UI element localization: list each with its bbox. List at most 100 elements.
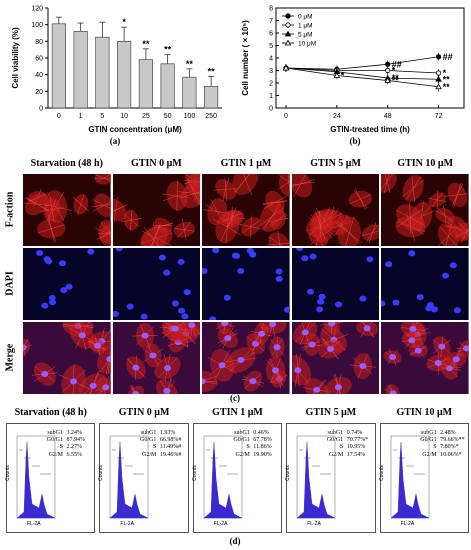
nucleus [65,283,73,290]
nucleus [363,325,371,332]
nucleus [181,313,189,320]
bar [160,63,175,109]
x-tick-label: 100 [184,113,196,120]
series-line [285,67,439,74]
actin-fiber [361,230,380,237]
flow-histogram-panel: Counts FL-2A subG1 0.46% G0/G1 67.78% S 11.8… [191,423,283,533]
series-line [285,56,439,70]
micrograph-background [381,248,469,320]
y-axis-label: Cell viability (%) [11,27,20,89]
nucleus [431,306,439,313]
y-tick-label: 8 [269,6,273,13]
nucleus [389,353,397,360]
micrograph-faction-4 [381,174,469,246]
flow-title: GTIN 10 μM [396,407,453,418]
y-axis-label: Cell number ( × 10⁵) [241,20,250,96]
nucleus [237,357,245,364]
phase-stat-S: S 11.86% [246,444,272,451]
x-axis-label: GTIN-treated time (h) [330,125,410,134]
phase-stat-G2M: G2/M 6.55% [48,451,82,458]
nucleus [45,258,53,265]
phase-stat-subG1: subG1 0.46% [234,430,269,436]
nucleus [275,268,283,275]
nucleus [224,294,232,301]
nucleus [202,378,206,385]
micrograph-faction-1 [112,174,201,246]
cell-number-line-chart: 0 1 2 3 4 5 6 7 8 0 24 48 72 GTIN-treated time (h) Cel… [241,6,465,134]
actin-fiber [315,211,326,240]
phase-stats: subG1 0.74% G0/G1 70.77%* S 10.95% G2/M 17.… [323,430,368,459]
data-point [384,77,391,83]
nucleus [246,248,254,254]
bar [73,31,88,109]
phase-stats: subG1 0.46% G0/G1 67.78% S 11.86% G2/M 19.9… [230,430,272,459]
y-tick-label: 5 [269,43,273,50]
y-tick-label: 3 [269,68,273,75]
histogram-peaks [390,441,429,519]
fl2a-axis-label: FL-2A [120,521,135,527]
x-tick-label: 1 [79,113,83,120]
bar [182,76,197,109]
phase-stat-G0G1: G0/G1 66.98%# [140,437,182,444]
nucleus [183,289,191,296]
counts-axis-label: Counts [191,465,198,481]
nucleus [106,355,111,362]
actin-fiber [176,221,192,239]
flow-title: GTIN 0 μM [118,407,170,418]
micrograph-dapi-3 [291,248,380,320]
nucleus [162,387,170,394]
nucleus [450,262,458,269]
micrograph-merge-2 [202,322,290,394]
actin-fiber [240,223,263,230]
phase-stat-S: S 2.27% [59,444,82,451]
phase-stat-G2M: G2/M 19.46%# [142,451,182,458]
nucleus [93,342,101,349]
nucleus [78,332,86,339]
nucleus [442,272,450,279]
phase-stat-subG1: subG1 0.74% [327,430,363,436]
flow-histogram-panel: Counts FL-2A subG1 2.48% G0/G1 79.66%** S 7.… [379,423,469,533]
nucleus [309,253,317,260]
y-tick-label: 0 [39,106,43,113]
nucleus [359,363,367,370]
y-tick-label: 80 [35,39,43,46]
counts-axis-label: Counts [4,465,11,481]
phase-stat-S: S 10.95% [339,444,366,451]
nucleus [187,322,195,329]
nucleus [177,307,185,314]
micrograph-dapi-1 [112,248,201,320]
data-point [385,61,391,67]
legend-entry: 5 μM [298,32,313,39]
flow-cytometry-row: Starvation (48 h) Counts FL-2A subG1 3.24% G… [0,405,471,540]
nucleus [171,325,179,332]
x-tick-label: 48 [384,113,392,120]
nucleus [435,360,443,367]
panel-a-label: (a) [109,136,121,146]
actin-fiber [461,227,469,243]
nucleus [49,299,57,306]
phase-stat-G0G1: G0/G1 79.66%** [420,437,465,444]
micrograph-merge-4 [381,322,469,394]
nucleus [41,371,49,378]
nucleus [454,307,462,314]
nucleus [463,345,469,352]
micrograph-background [23,248,111,320]
nucleus [87,248,95,255]
flow-histogram-panel: Counts FL-2A subG1 3.24% G0/G1 87.94% S 2.27… [4,423,96,533]
data-point [435,83,442,90]
counts-axis-label: Counts [98,465,105,481]
y-tick-label: 0 [269,106,273,113]
actin-fiber [224,177,228,202]
row-label: F-action [4,191,16,228]
series-3: * **** [282,64,450,92]
phase-stats: subG1 3.24% G0/G1 87.94% S 2.27% G2/M 6.55% [43,430,85,459]
data-point [284,39,292,46]
actin-fiber [381,174,394,190]
nucleus [425,305,433,312]
column-header: GTIN 10 μM [397,158,454,169]
micrograph-background [202,248,290,320]
phase-stat-G2M: G2/M 17.54% [328,451,366,458]
nucleus [233,252,241,259]
microscopy-grid: Starvation (48 h) GTIN 0 μM GTIN 1 μM GTIN … [0,150,471,400]
micrograph-merge-1 [112,322,201,394]
